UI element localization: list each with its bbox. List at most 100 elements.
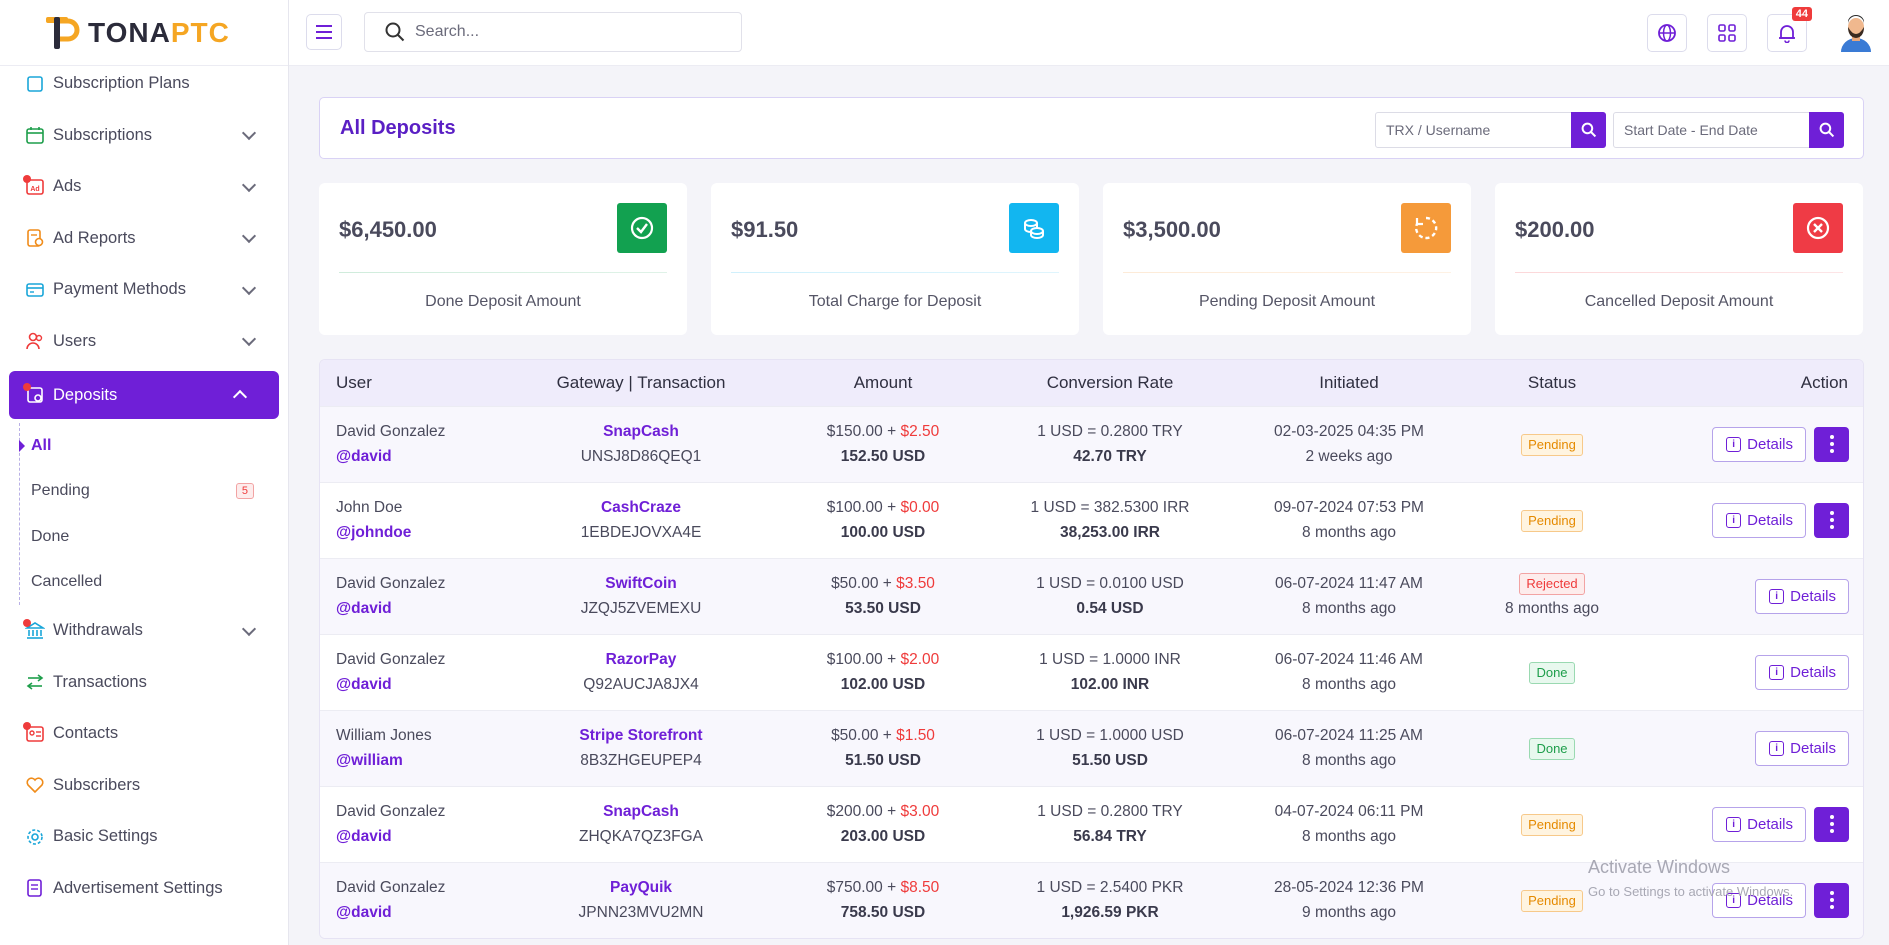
details-button[interactable]: i Details: [1712, 502, 1806, 538]
sidebar-item-ad-reports[interactable]: Ad Reports: [0, 213, 288, 265]
submenu-item-cancelled[interactable]: Cancelled: [20, 560, 288, 606]
date-search-button[interactable]: [1809, 112, 1844, 148]
info-icon: i: [1726, 892, 1742, 908]
conversion-rate: 1 USD = 1.0000 USD: [1036, 727, 1184, 744]
x-circle-icon: [1793, 203, 1843, 253]
amount-total: 203.00 USD: [840, 828, 926, 845]
sidebar-item-basic-settings[interactable]: Basic Settings: [0, 811, 288, 863]
col-amount: Amount: [853, 372, 913, 392]
amount-charge: $3.00: [900, 803, 940, 820]
trx-username-input[interactable]: [1376, 113, 1571, 147]
gateway-name: SwiftCoin: [605, 575, 677, 592]
user-name: David Gonzalez: [336, 651, 446, 668]
apps-button[interactable]: [1707, 14, 1747, 52]
notification-dot: [23, 618, 31, 627]
sidebar-item-withdrawals[interactable]: Withdrawals: [0, 605, 288, 657]
card-label: Done Deposit Amount: [425, 293, 581, 310]
search-input[interactable]: [415, 23, 715, 41]
user-handle-link[interactable]: @david: [336, 828, 392, 845]
sidebar-item-label: Advertisement Settings: [53, 878, 223, 897]
initiated-ago: 2 weeks ago: [1305, 448, 1393, 465]
trx-search-button[interactable]: [1571, 112, 1606, 148]
menu-toggle-button[interactable]: [306, 14, 342, 50]
bell-icon: [1779, 25, 1795, 43]
sidebar-item-subscriptions[interactable]: Subscriptions: [0, 110, 288, 162]
page-title: All Deposits: [340, 116, 456, 139]
user-name: William Jones: [336, 727, 432, 744]
sidebar-item-users[interactable]: Users: [0, 316, 288, 368]
search-box: [364, 12, 742, 52]
user-handle-link[interactable]: @david: [336, 600, 392, 617]
language-button[interactable]: [1647, 14, 1687, 52]
date-range-input[interactable]: [1614, 113, 1809, 147]
details-button[interactable]: i Details: [1712, 806, 1806, 842]
user-handle-link[interactable]: @william: [336, 752, 403, 769]
submenu-item-label: Pending: [31, 482, 90, 500]
amount-base: $200.00 +: [826, 803, 901, 820]
dot-icon: [1829, 525, 1834, 529]
submenu-item-done[interactable]: Done: [20, 514, 288, 560]
table-row: David Gonzalez @david SnapCash ZHQKA7QZ3FG…: [320, 786, 1863, 862]
initiated-date: 06-07-2024 11:47 AM: [1275, 575, 1423, 592]
sidebar-item-label: Contacts: [53, 724, 119, 743]
status-badge: Pending: [1521, 889, 1583, 912]
sidebar-item-advertisement-settings[interactable]: Advertisement Settings: [0, 863, 288, 915]
converted-amount: 42.70 TRY: [1073, 448, 1147, 465]
brand-logo[interactable]: TONAPTC: [0, 0, 288, 66]
details-button[interactable]: i Details: [1712, 426, 1806, 462]
transaction-id: 1EBDEJOVXA4E: [580, 524, 702, 541]
submenu-item-all[interactable]: All: [19, 423, 288, 469]
conversion-rate: 1 USD = 0.0100 USD: [1036, 575, 1184, 592]
notification-dot: [23, 174, 31, 183]
initiated-ago: 8 months ago: [1302, 600, 1396, 617]
details-label: Details: [1790, 587, 1836, 605]
details-label: Details: [1747, 435, 1793, 453]
amount-base: $100.00 +: [826, 651, 901, 668]
gateway-name: SnapCash: [603, 423, 679, 440]
info-icon: i: [1769, 588, 1785, 604]
details-button[interactable]: i Details: [1755, 578, 1849, 614]
transaction-id: JPNN23MVU2MN: [578, 904, 704, 922]
details-button[interactable]: i Details: [1755, 654, 1849, 690]
chevron-down-icon: [241, 126, 257, 141]
user-name: John Doe: [336, 499, 403, 516]
user-handle-link[interactable]: @david: [336, 904, 392, 922]
deposits-table: User Gateway | Transaction Amount Conver…: [319, 359, 1864, 939]
details-label: Details: [1747, 891, 1793, 909]
converted-amount: 102.00 INR: [1070, 676, 1150, 693]
more-actions-button[interactable]: [1814, 502, 1849, 538]
sidebar-item-ads[interactable]: Ad Ads: [0, 161, 288, 213]
sidebar-item-transactions[interactable]: Transactions: [0, 657, 288, 709]
sidebar-item-subscription-plans[interactable]: Subscription Plans: [0, 58, 288, 110]
user-handle-link[interactable]: @david: [336, 448, 392, 465]
converted-amount: 51.50 USD: [1072, 752, 1148, 769]
user-handle-link[interactable]: @johndoe: [336, 524, 412, 541]
sidebar-item-payment-methods[interactable]: Payment Methods: [0, 264, 288, 316]
amount-charge: $2.50: [900, 423, 940, 440]
notifications-button[interactable]: 44: [1767, 7, 1812, 52]
user-handle-link[interactable]: @david: [336, 676, 392, 693]
more-actions-button[interactable]: [1814, 806, 1849, 842]
user-avatar[interactable]: [1839, 12, 1873, 52]
gateway-name: PayQuik: [609, 879, 673, 897]
details-button[interactable]: i Details: [1755, 730, 1849, 766]
more-actions-button[interactable]: [1814, 426, 1849, 462]
summary-card: $91.50 Total Charge for Deposit: [711, 183, 1079, 335]
sidebar-item-label: Ad Reports: [53, 228, 136, 247]
notification-dot: [23, 383, 31, 391]
trx-search-filter: [1375, 112, 1606, 148]
more-actions-button[interactable]: [1814, 882, 1849, 918]
sidebar-item-deposits[interactable]: Deposits: [9, 371, 279, 419]
svg-text:Ad: Ad: [30, 186, 39, 193]
sidebar-item-contacts[interactable]: Contacts: [0, 708, 288, 760]
sidebar-item-subscribers[interactable]: Subscribers: [0, 760, 288, 812]
converted-amount: 1,926.59 PKR: [1061, 904, 1159, 922]
details-button[interactable]: i Details: [1712, 882, 1806, 918]
amount-line: $50.00 + $1.50: [762, 723, 1004, 748]
status-badge: Rejected: [1519, 573, 1585, 595]
coins-icon: [1009, 203, 1059, 253]
search-icon: [385, 22, 405, 42]
submenu-item-pending[interactable]: Pending 5: [20, 469, 288, 515]
amount-line: $100.00 + $2.00: [762, 647, 1004, 672]
dot-icon: [1829, 449, 1834, 453]
